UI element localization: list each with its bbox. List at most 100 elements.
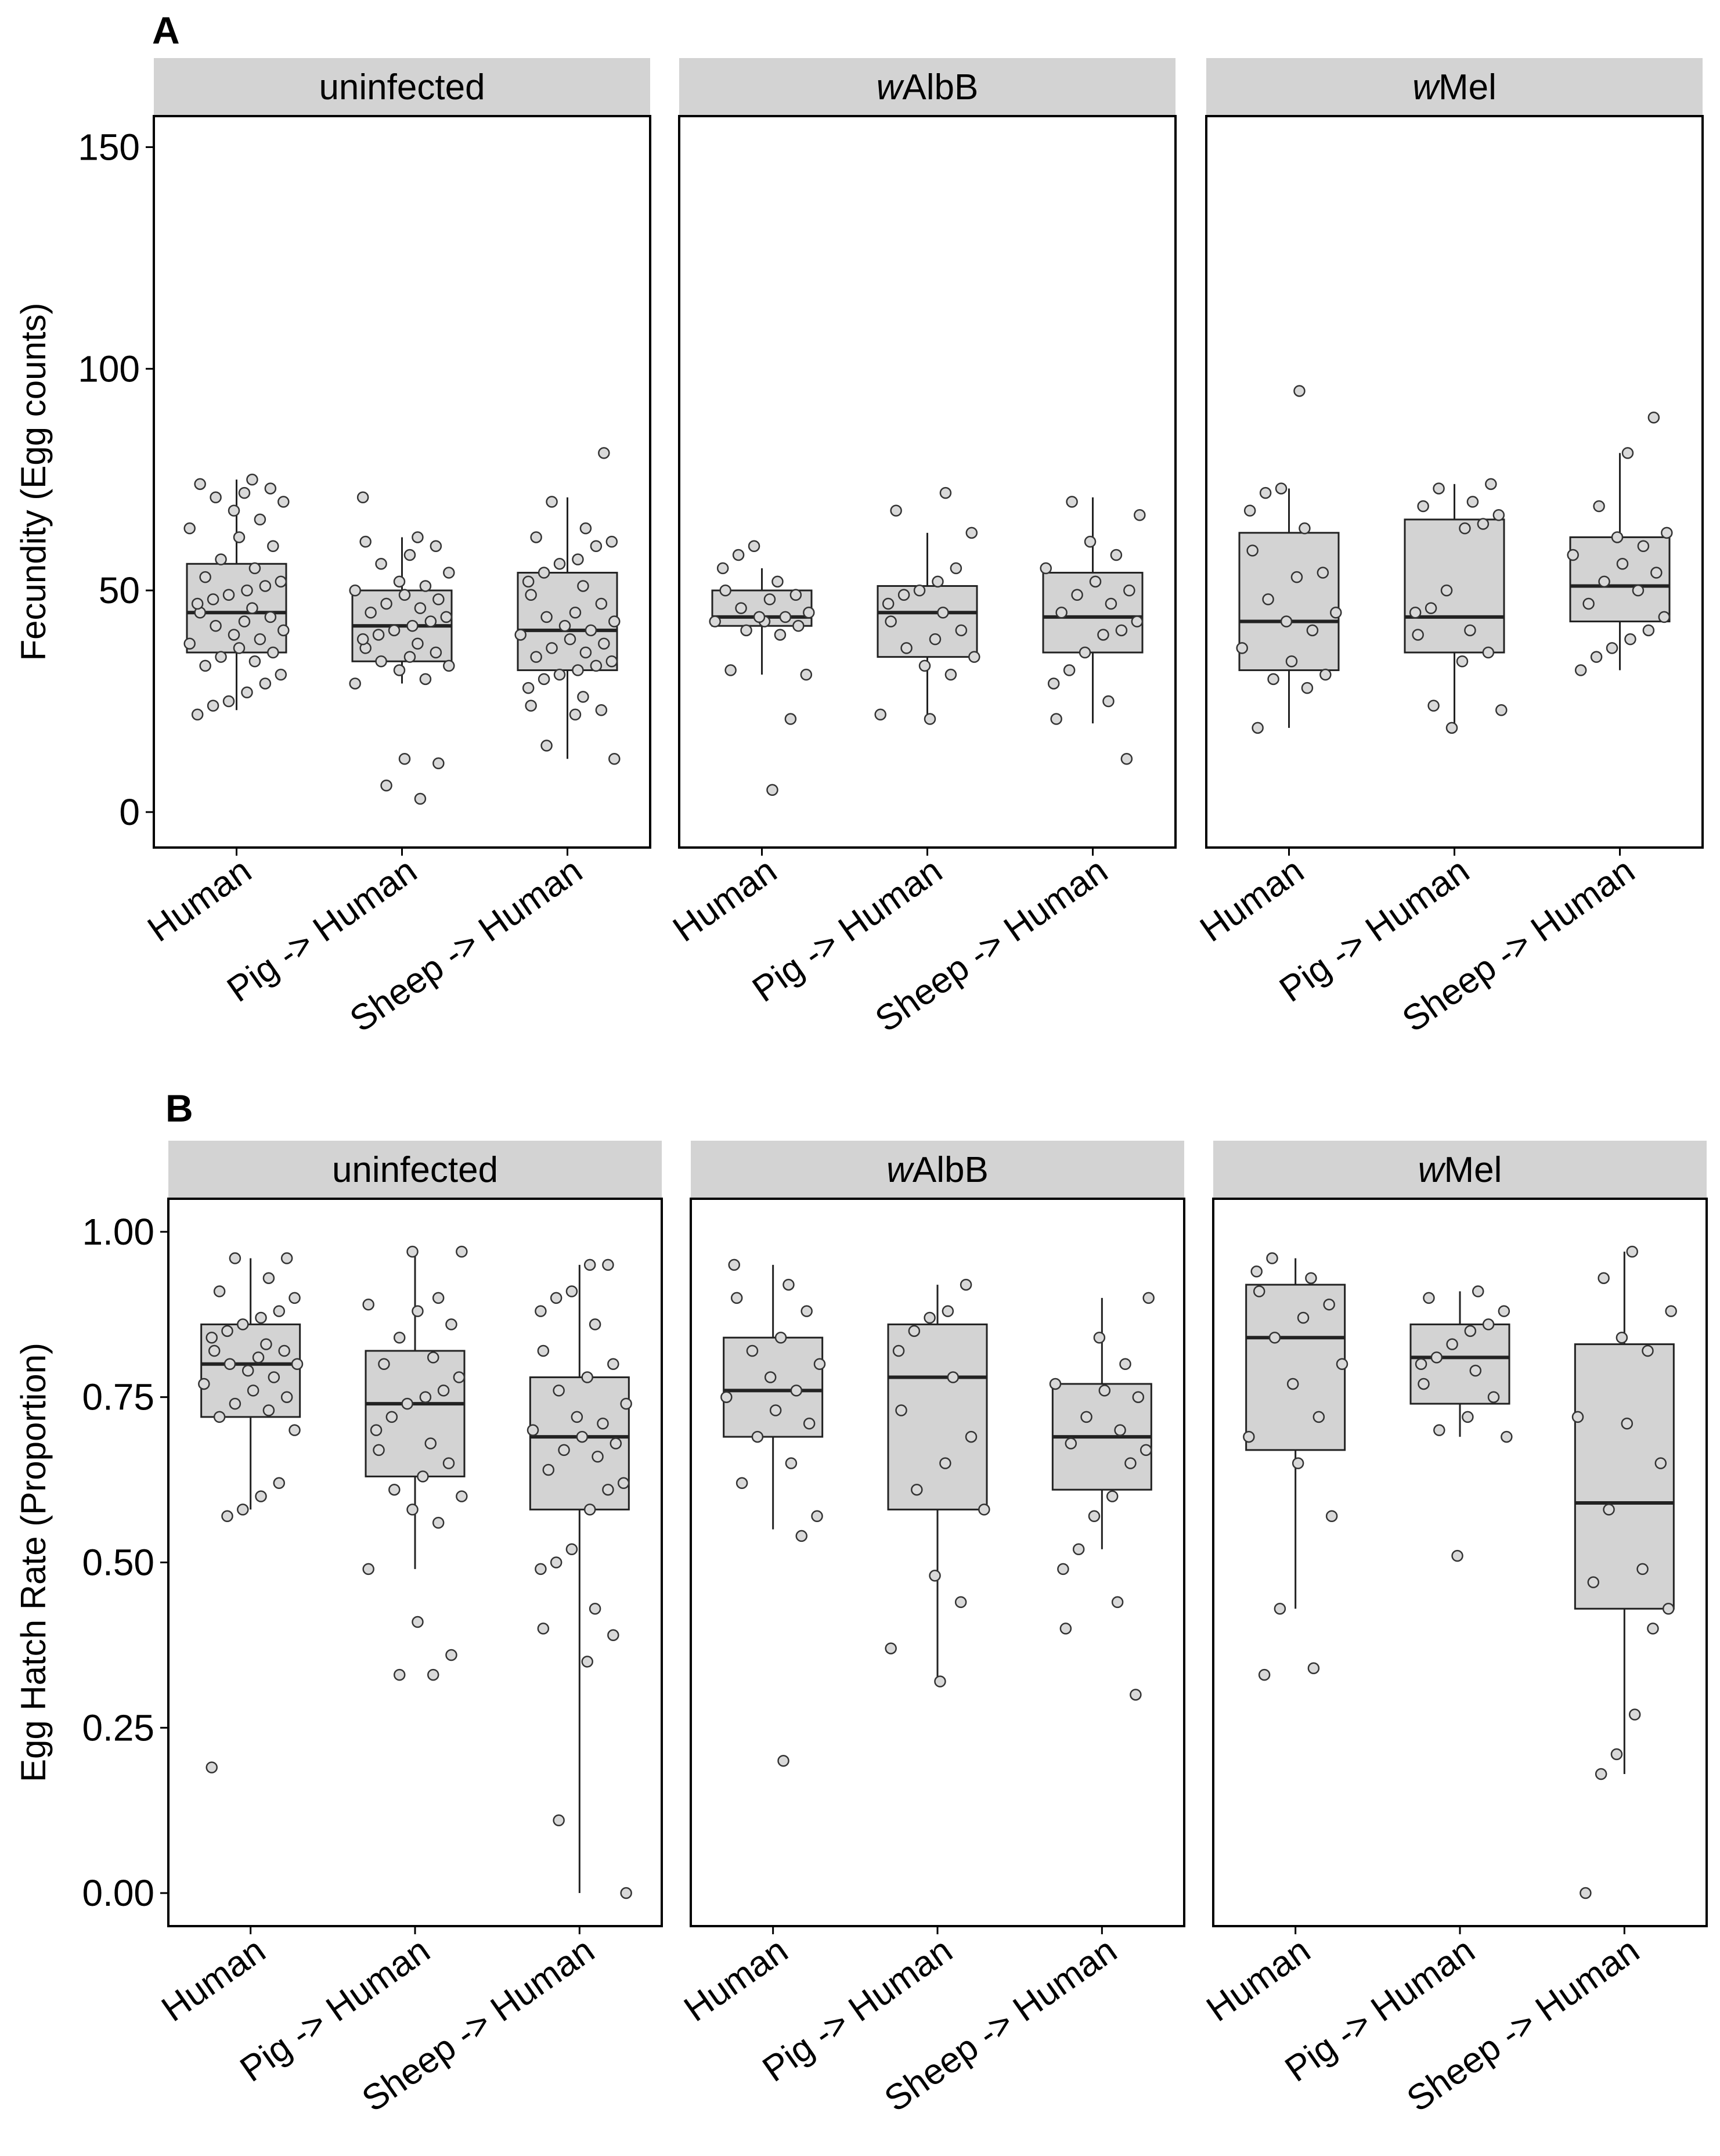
y-tick-label: 0.50 <box>82 1542 154 1584</box>
data-point <box>1063 664 1076 676</box>
data-point <box>430 646 442 659</box>
data-point <box>1317 567 1329 579</box>
data-point <box>937 607 949 619</box>
box-iqr <box>887 1323 988 1510</box>
data-point <box>378 1358 390 1371</box>
data-point <box>359 535 372 548</box>
data-point <box>1571 1411 1584 1423</box>
data-point <box>537 1344 550 1357</box>
data-point <box>456 1490 468 1502</box>
data-point <box>1498 1305 1510 1317</box>
box-iqr <box>1409 1323 1510 1405</box>
data-point <box>432 593 445 605</box>
data-point <box>514 629 527 641</box>
data-point <box>1088 1510 1101 1523</box>
data-point <box>590 659 603 672</box>
data-point <box>221 1510 233 1523</box>
data-point <box>1477 518 1490 530</box>
data-point <box>1084 535 1097 548</box>
data-point <box>908 1325 921 1337</box>
data-point <box>595 597 608 610</box>
data-point <box>259 677 272 690</box>
data-point <box>590 540 603 552</box>
data-point <box>198 1378 210 1390</box>
data-point <box>1472 1285 1484 1297</box>
data-point <box>205 1331 218 1344</box>
data-point <box>1120 753 1133 765</box>
data-point <box>1305 1272 1317 1284</box>
data-point <box>1072 1543 1085 1555</box>
data-point <box>273 1477 286 1490</box>
facet-strip-label: uninfected <box>319 67 485 107</box>
data-point <box>247 1385 259 1397</box>
data-point <box>246 473 258 486</box>
data-point <box>1654 1457 1667 1469</box>
box-sheep-human: Sheep -> Human <box>1396 412 1673 1040</box>
data-point <box>440 611 453 623</box>
data-point <box>365 607 377 619</box>
facet-panel-border <box>153 115 651 849</box>
data-point <box>978 1504 990 1516</box>
data-point <box>777 1754 789 1767</box>
data-point <box>944 668 957 681</box>
panel-letter: B <box>165 1087 193 1130</box>
data-point <box>766 784 778 796</box>
data-point <box>934 1675 946 1688</box>
data-point <box>412 531 424 543</box>
data-point <box>1433 1424 1445 1436</box>
data-point <box>1047 677 1060 690</box>
data-point <box>1119 1358 1131 1371</box>
data-point <box>1292 1457 1304 1469</box>
data-point <box>1336 1358 1348 1371</box>
data-point <box>939 1457 951 1469</box>
facet-strip-label: uninfected <box>332 1150 498 1190</box>
data-point <box>607 1358 619 1371</box>
data-point <box>1621 1418 1634 1430</box>
data-point <box>1243 504 1256 517</box>
data-point <box>233 642 246 654</box>
data-point <box>1252 722 1264 734</box>
data-point <box>432 757 445 770</box>
data-point <box>362 1299 374 1311</box>
data-point <box>1258 1668 1271 1681</box>
data-point <box>241 584 253 597</box>
panel-letter: A <box>152 9 180 52</box>
data-point <box>558 1444 570 1456</box>
data-point <box>213 1411 226 1423</box>
data-point <box>890 504 902 517</box>
data-point <box>419 580 432 592</box>
data-point <box>1567 549 1579 561</box>
data-point <box>1301 682 1314 694</box>
data-point <box>1040 562 1052 575</box>
data-point <box>885 1642 897 1654</box>
x-category-label: Human <box>154 1930 272 2029</box>
y-axis-title: Egg Hatch Rate (Proportion) <box>14 1343 53 1782</box>
data-point <box>1446 1338 1458 1350</box>
data-point <box>553 1385 565 1397</box>
box-human: Human <box>677 1259 826 2029</box>
facet-strip <box>691 1141 1184 1199</box>
data-point <box>965 1430 978 1443</box>
data-point <box>259 580 272 592</box>
y-tick-label: 0.00 <box>82 1872 154 1914</box>
data-point <box>589 1602 601 1615</box>
data-point <box>241 1364 254 1377</box>
data-point <box>424 1437 437 1450</box>
data-point <box>553 1814 565 1826</box>
data-point <box>1466 496 1479 508</box>
data-point <box>774 629 787 641</box>
data-point <box>264 611 277 623</box>
data-point <box>1417 500 1429 513</box>
data-point <box>1451 1549 1463 1562</box>
data-point <box>1456 655 1469 668</box>
data-point <box>375 558 387 570</box>
data-point <box>792 619 805 632</box>
data-point <box>1495 704 1508 716</box>
data-point <box>763 593 776 605</box>
data-point <box>1611 531 1624 543</box>
data-point <box>1299 522 1311 535</box>
data-point <box>442 1457 455 1469</box>
data-point <box>380 597 392 610</box>
data-point <box>530 651 542 663</box>
